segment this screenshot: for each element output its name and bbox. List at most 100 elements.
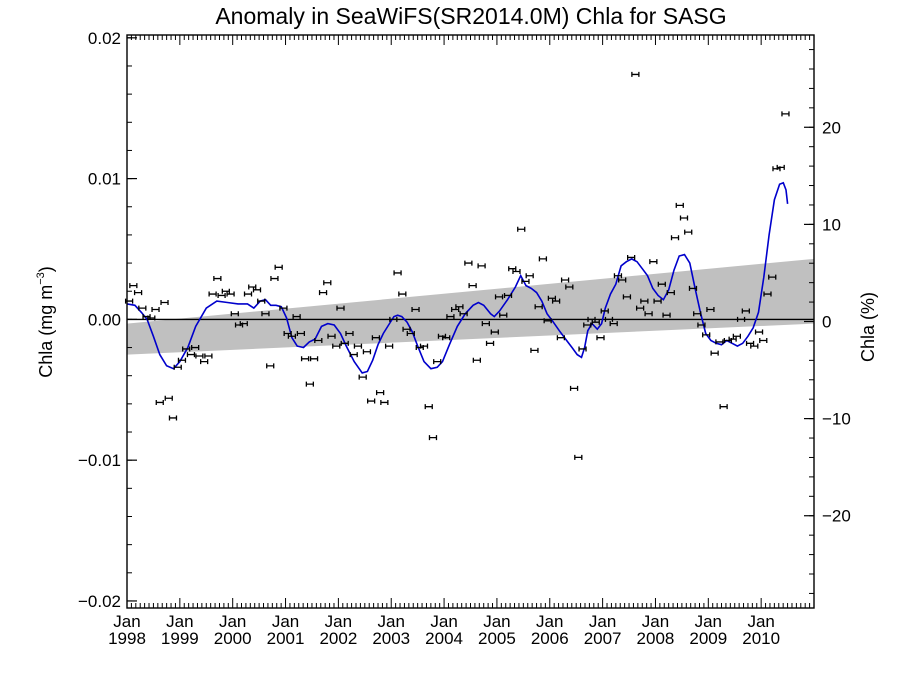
- data-point: [591, 319, 600, 325]
- data-point-marker: [719, 404, 728, 410]
- data-point: [402, 326, 411, 332]
- data-point: [129, 283, 138, 289]
- points-layer: [124, 71, 790, 460]
- data-point: [653, 298, 662, 304]
- data-point: [657, 281, 666, 287]
- data-point-marker: [583, 322, 592, 328]
- left-tick-label: 0.02: [88, 29, 121, 48]
- data-point: [596, 335, 605, 341]
- data-point-marker: [728, 336, 737, 342]
- data-point-marker: [402, 326, 411, 332]
- data-point-marker: [499, 312, 508, 318]
- data-point-marker: [679, 215, 689, 221]
- data-point: [213, 276, 222, 282]
- data-point: [609, 321, 618, 327]
- data-point-marker: [406, 330, 415, 336]
- data-point-marker: [662, 312, 671, 318]
- data-point: [556, 335, 566, 341]
- data-point-marker: [398, 291, 407, 297]
- data-point-marker: [530, 347, 539, 353]
- data-point-marker: [327, 333, 336, 339]
- data-point-marker: [446, 314, 455, 320]
- data-point: [243, 291, 253, 297]
- data-point-marker: [177, 357, 187, 363]
- data-point: [627, 254, 636, 260]
- left-axis-title-sup: −3: [35, 272, 47, 285]
- data-point: [164, 395, 173, 401]
- data-point: [512, 269, 521, 275]
- data-point: [494, 294, 504, 300]
- data-point: [419, 343, 429, 349]
- data-point-marker: [732, 333, 741, 339]
- data-point-marker: [736, 316, 746, 322]
- data-point: [340, 340, 349, 346]
- data-point-marker: [556, 335, 566, 341]
- data-point-marker: [754, 329, 764, 335]
- data-point: [186, 352, 196, 358]
- data-point: [200, 359, 209, 365]
- data-point: [719, 404, 728, 410]
- data-point: [406, 330, 415, 336]
- data-point: [613, 273, 623, 279]
- data-point: [538, 256, 548, 262]
- x-tick-year-label: 2008: [637, 629, 675, 648]
- data-point: [393, 270, 402, 276]
- data-point-marker: [565, 284, 574, 290]
- data-point-marker: [517, 226, 526, 232]
- data-point-marker: [366, 398, 376, 404]
- data-point: [560, 277, 570, 283]
- left-axis-title-main: Chla (mg m: [36, 285, 56, 378]
- data-point: [168, 415, 178, 421]
- right-axis-title: Chla (%): [858, 292, 878, 362]
- data-point-marker: [710, 350, 719, 356]
- data-point: [349, 352, 358, 358]
- data-point: [287, 333, 297, 339]
- data-point-marker: [296, 330, 306, 336]
- data-point-marker: [371, 335, 381, 341]
- data-point: [160, 299, 169, 305]
- data-point: [569, 385, 579, 391]
- data-point: [353, 343, 363, 349]
- data-point: [309, 356, 319, 362]
- chart-title: Anomaly in SeaWiFS(SR2014.0M) Chla for S…: [215, 3, 726, 29]
- data-point-marker: [631, 71, 640, 77]
- data-point-marker: [186, 352, 196, 358]
- data-point-marker: [323, 280, 332, 286]
- data-point-marker: [622, 294, 632, 300]
- right-tick-label: 10: [822, 215, 841, 234]
- data-point-marker: [741, 308, 750, 314]
- data-point: [521, 278, 530, 284]
- data-point: [508, 266, 517, 272]
- left-tick-label: 0.01: [88, 170, 121, 189]
- data-point: [226, 291, 235, 297]
- data-point-marker: [768, 274, 777, 280]
- data-point-marker: [173, 364, 182, 370]
- data-point: [327, 333, 336, 339]
- data-point: [283, 330, 292, 336]
- data-point: [252, 287, 262, 293]
- data-point: [318, 290, 328, 296]
- x-tick-year-label: 2007: [584, 629, 622, 648]
- data-point: [750, 343, 759, 349]
- data-point: [358, 374, 367, 380]
- x-tick-month-label: Jan: [113, 612, 140, 631]
- data-point: [702, 332, 711, 338]
- data-point: [217, 292, 226, 298]
- data-point-marker: [221, 288, 230, 294]
- data-point: [754, 329, 764, 335]
- data-point: [776, 164, 785, 170]
- data-point-marker: [481, 321, 490, 327]
- data-point-marker: [604, 316, 614, 322]
- data-point-marker: [494, 294, 504, 300]
- x-tick-year-label: 2005: [478, 629, 516, 648]
- x-tick-month-label: Jan: [166, 612, 193, 631]
- data-point-marker: [697, 322, 706, 328]
- data-point: [173, 364, 182, 370]
- data-point-marker: [358, 374, 367, 380]
- data-point: [292, 314, 301, 320]
- data-point: [768, 274, 777, 280]
- data-point-marker: [217, 292, 226, 298]
- data-point: [191, 345, 200, 351]
- data-point-marker: [596, 335, 605, 341]
- x-tick-month-label: Jan: [325, 612, 352, 631]
